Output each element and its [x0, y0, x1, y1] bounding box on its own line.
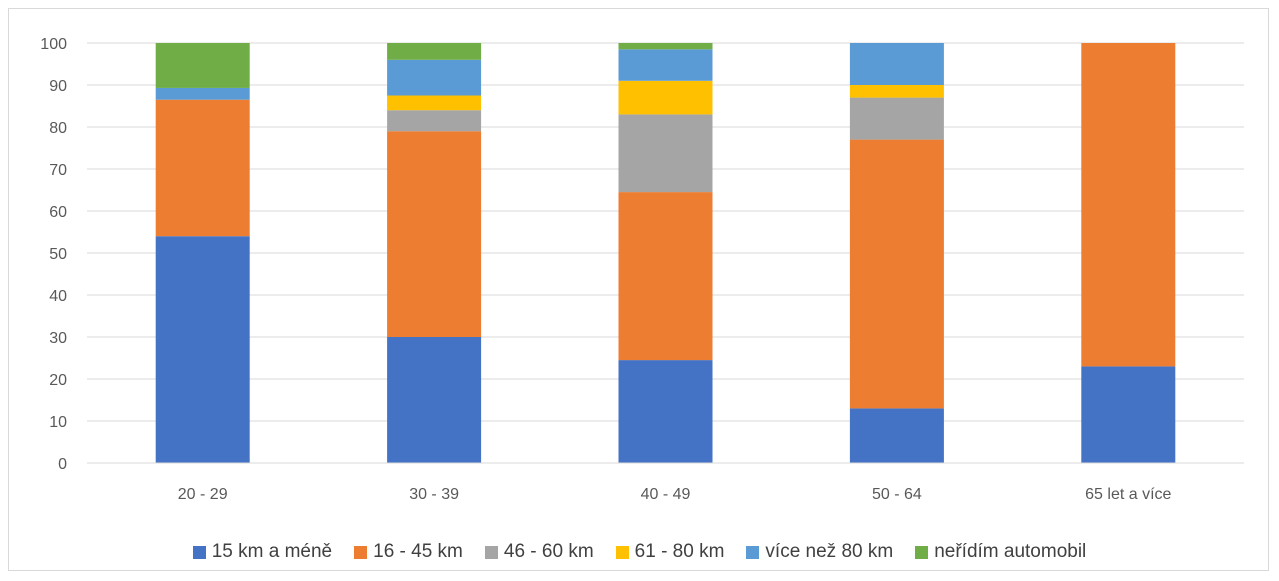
- y-tick-label: 80: [49, 120, 67, 137]
- bar-segment: [387, 95, 482, 111]
- legend-swatch: [615, 545, 629, 559]
- bar-segment: [387, 337, 482, 463]
- bar-segment: [155, 87, 250, 100]
- legend-item: 61 - 80 km: [615, 541, 725, 563]
- bar-segment: [155, 43, 250, 88]
- bar-segment: [618, 360, 713, 463]
- legend-label: neřídím automobil: [934, 541, 1087, 562]
- x-tick-label: 50 - 64: [872, 486, 922, 503]
- bar-segment: [849, 43, 944, 85]
- bar-segment: [155, 99, 250, 237]
- legend-item: 15 km a méně: [192, 541, 333, 563]
- x-tick-label: 20 - 29: [178, 486, 228, 503]
- bar-segment: [618, 192, 713, 361]
- legend-swatch: [192, 545, 206, 559]
- y-tick-label: 30: [49, 330, 67, 347]
- y-tick-label: 90: [49, 78, 67, 95]
- chart-area: 0 10 20 30 40 50 60 70 80 90 100 20 - 29 30 - 39 40 -…: [8, 8, 1269, 571]
- x-tick-label: 65 let a více: [1085, 486, 1171, 503]
- bar-segment: [618, 114, 713, 193]
- bar-segment: [618, 80, 713, 115]
- legend-label: 15 km a méně: [211, 541, 333, 562]
- y-tick-label: 0: [58, 456, 67, 473]
- bar-segment: [849, 139, 944, 409]
- bar-segment: [618, 49, 713, 81]
- y-tick-label: 10: [49, 414, 67, 431]
- legend-label: více než 80 km: [765, 541, 894, 562]
- bar-segment: [155, 236, 250, 463]
- bar-segment: [849, 85, 944, 98]
- x-tick-label: 40 - 49: [641, 486, 691, 503]
- bar-segment: [387, 131, 482, 337]
- legend-label: 61 - 80 km: [634, 541, 725, 562]
- legend: 15 km a méně 16 - 45 km 46 - 60 km 61 - 80 …: [9, 541, 1270, 563]
- bar-segment: [387, 110, 482, 132]
- bar-segment: [618, 43, 713, 50]
- legend-swatch: [915, 545, 929, 559]
- legend-item: neřídím automobil: [915, 541, 1086, 563]
- bar-segment: [387, 59, 482, 96]
- bar-segment: [1081, 43, 1176, 367]
- legend-label: 16 - 45 km: [373, 541, 463, 562]
- stacked-bar-chart: 0 10 20 30 40 50 60 70 80 90 100 20 - 29 30 - 39 40 -…: [40, 36, 1244, 503]
- x-tick-label: 30 - 39: [409, 486, 459, 503]
- bar-segment: [387, 43, 482, 60]
- legend-label: 46 - 60 km: [503, 541, 594, 562]
- y-tick-label: 40: [49, 288, 67, 305]
- legend-swatch: [484, 545, 498, 559]
- bar-segment: [849, 408, 944, 463]
- y-tick-label: 70: [49, 162, 67, 179]
- legend-item: více než 80 km: [746, 541, 893, 563]
- bar-segment: [1081, 366, 1176, 463]
- legend-item: 46 - 60 km: [484, 541, 594, 563]
- legend-item: 16 - 45 km: [354, 541, 463, 563]
- legend-swatch: [746, 545, 760, 559]
- y-tick-label: 50: [49, 246, 67, 263]
- y-tick-label: 60: [49, 204, 67, 221]
- legend-swatch: [354, 545, 368, 559]
- y-tick-label: 20: [49, 372, 67, 389]
- y-tick-label: 100: [40, 36, 67, 53]
- bar-segment: [849, 97, 944, 140]
